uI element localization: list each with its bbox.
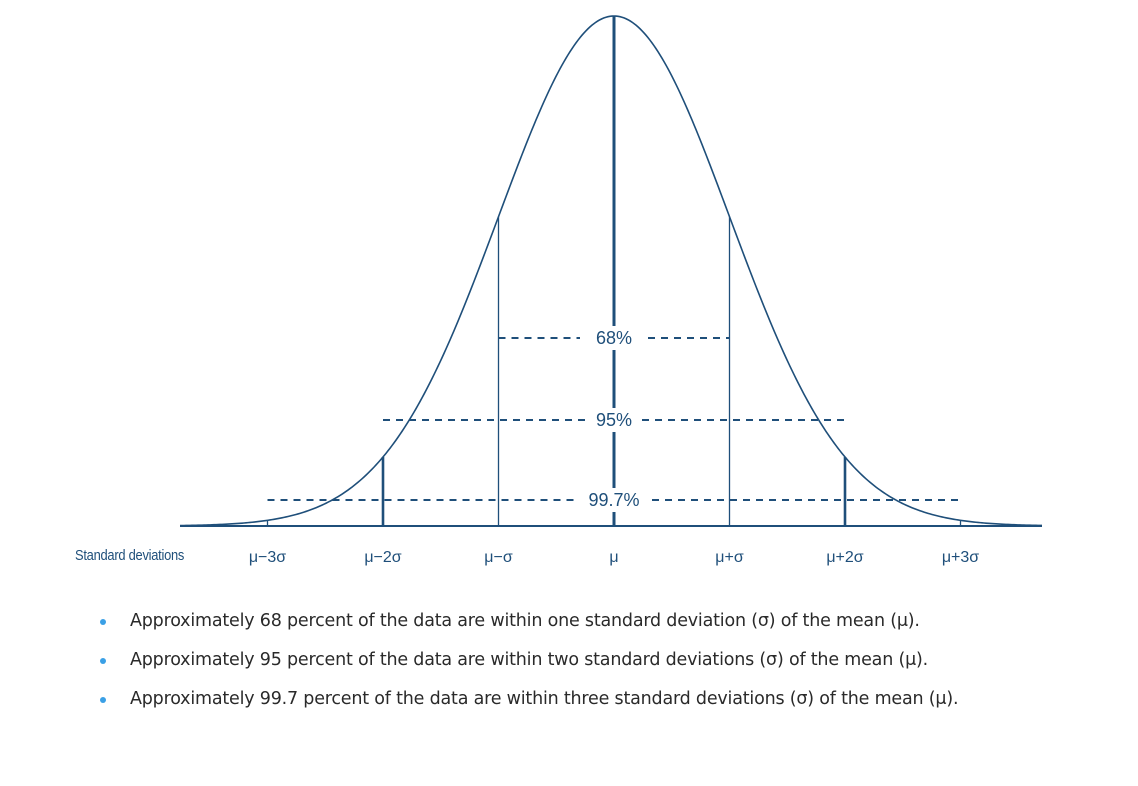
axis-caption: Standard deviations [75, 547, 185, 564]
range-label: 68% [596, 328, 632, 348]
bullet-icon [100, 658, 106, 664]
tick-label: μ−σ [484, 549, 513, 566]
range-label: 95% [596, 410, 632, 430]
bullet-text: Approximately 68 percent of the data are… [130, 611, 920, 631]
bullet-text: Approximately 99.7 percent of the data a… [130, 689, 959, 709]
tick-label: μ+2σ [826, 549, 863, 566]
bullet-item-99-7: Approximately 99.7 percent of the data a… [100, 689, 959, 728]
range-label-background [580, 488, 648, 512]
range-label: 99.7% [588, 490, 639, 510]
range-label-background [590, 408, 638, 432]
tick-label: μ+σ [715, 549, 744, 566]
tick-label: μ+3σ [942, 549, 979, 566]
tick-label: μ [609, 549, 618, 566]
tick-label: μ−2σ [364, 549, 401, 566]
tick-label: μ−3σ [249, 549, 286, 566]
bullet-text: Approximately 95 percent of the data are… [130, 650, 928, 670]
bullet-item-95: Approximately 95 percent of the data are… [100, 650, 958, 689]
range-label-background [584, 326, 644, 350]
bullet-item-68: Approximately 68 percent of the data are… [100, 611, 958, 650]
bullet-list: Approximately 68 percent of the data are… [100, 611, 959, 728]
bell-curve-diagram: 68% 95% 99.7% μ−3σ μ−2σ μ−σ μ μ+σ μ+2σ μ+3σ [179, 15, 1043, 566]
bullet-icon [100, 697, 106, 703]
bell-curve [179, 15, 1043, 527]
bullet-icon [100, 619, 106, 625]
